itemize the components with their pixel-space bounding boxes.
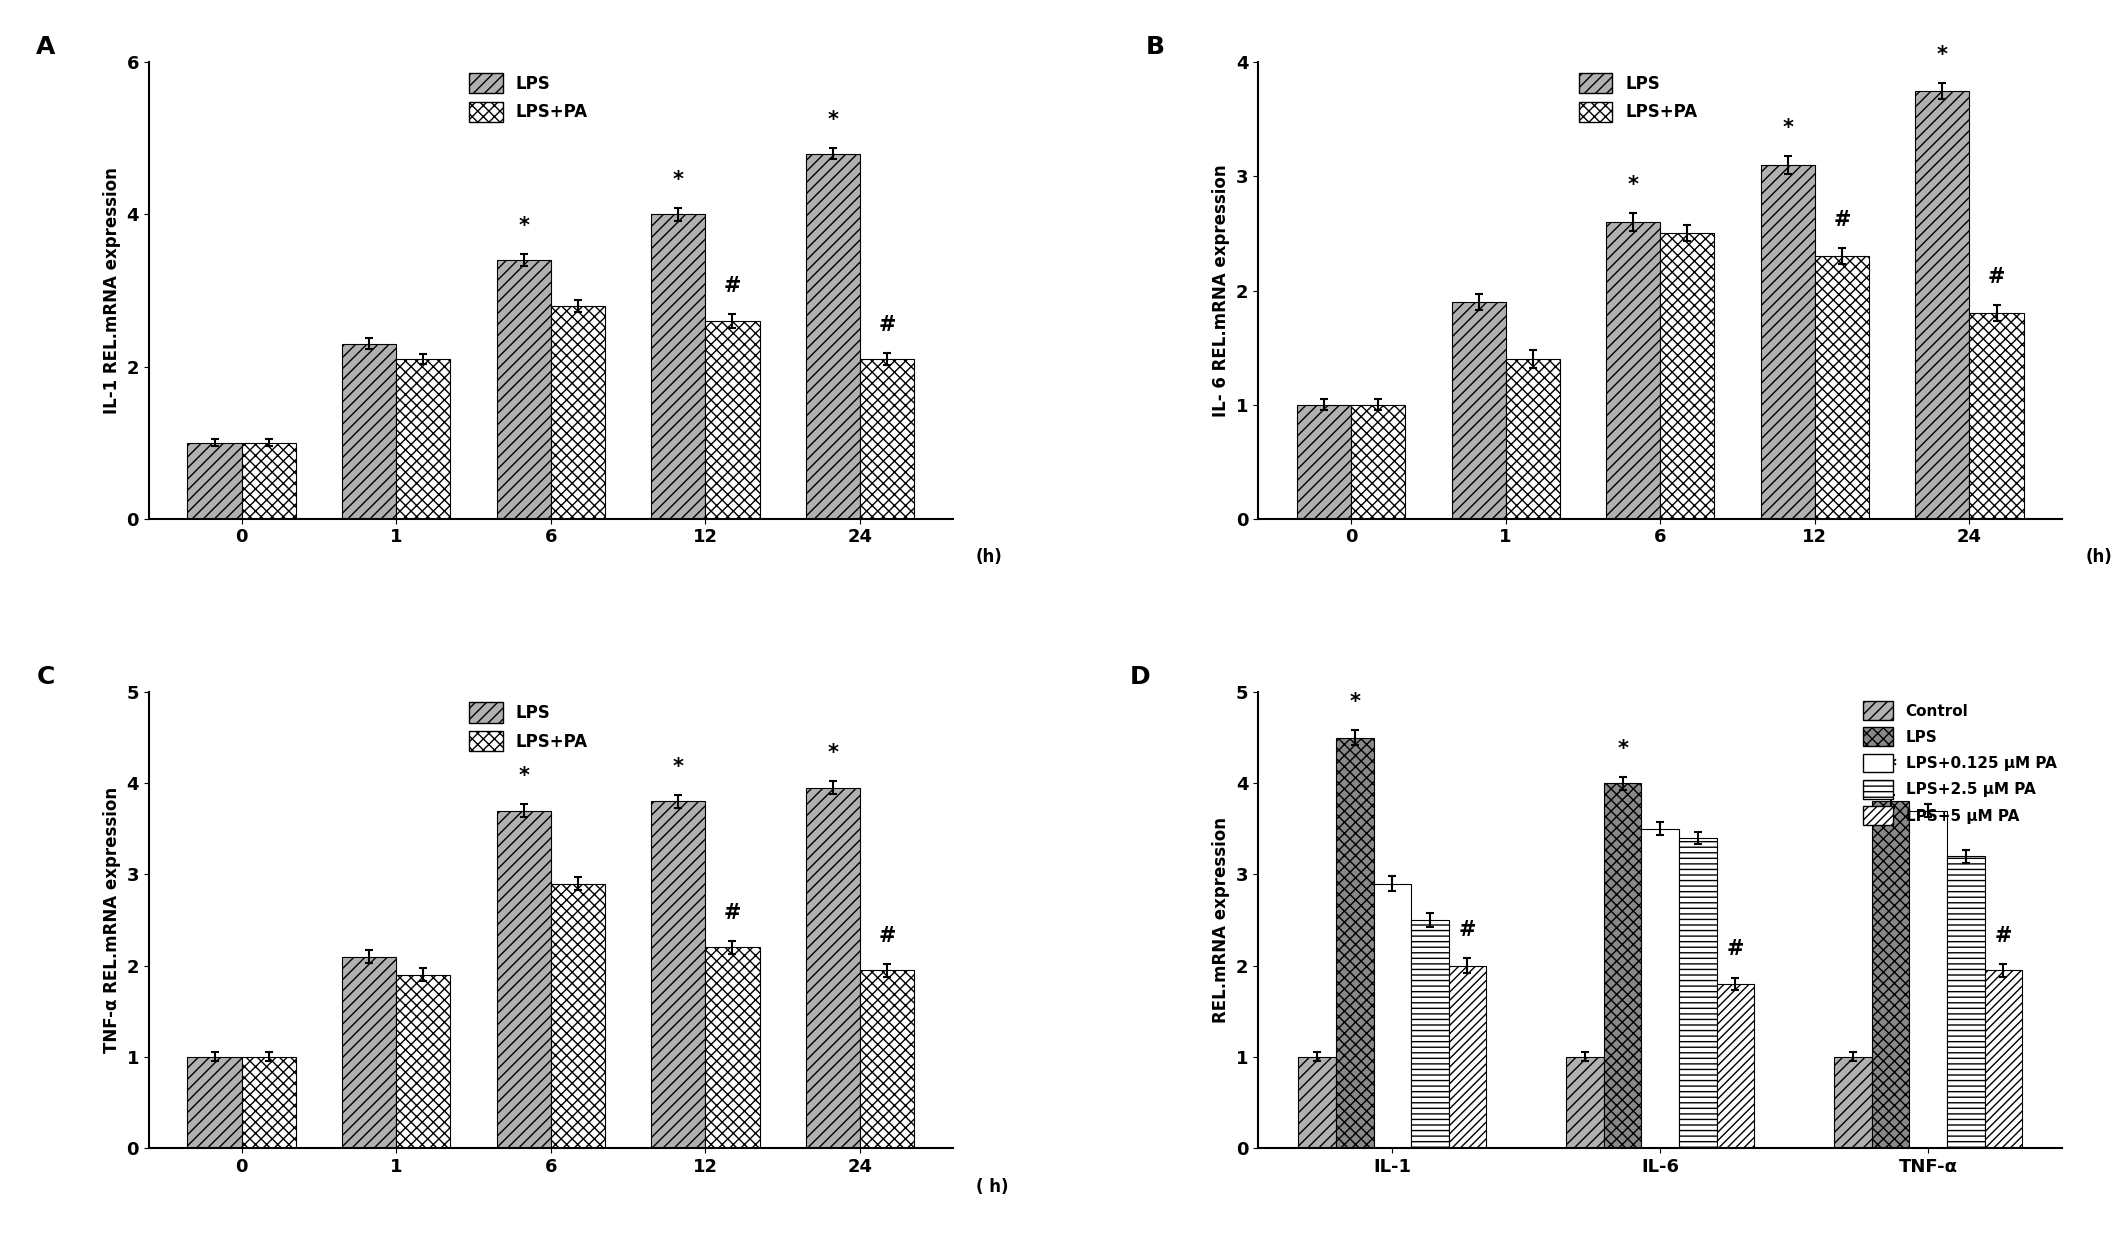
Text: #: #	[723, 276, 742, 296]
Text: #: #	[878, 926, 895, 946]
Text: *: *	[1618, 739, 1629, 759]
Bar	[551, 884, 606, 1148]
Bar	[1603, 784, 1641, 1148]
Bar	[1299, 1057, 1335, 1148]
Text: ( h): ( h)	[976, 1178, 1008, 1196]
Text: #: #	[1988, 267, 2005, 287]
Text: (h): (h)	[976, 548, 1003, 567]
Text: *: *	[672, 756, 685, 776]
Text: *: *	[827, 743, 838, 763]
Bar	[1505, 359, 1560, 519]
Text: *: *	[1629, 175, 1639, 195]
Y-axis label: TNF-α REL.mRNA expression: TNF-α REL.mRNA expression	[102, 787, 121, 1053]
Bar	[497, 810, 551, 1148]
Text: #: #	[723, 902, 742, 922]
Bar	[861, 359, 914, 519]
Text: C: C	[36, 665, 55, 689]
Bar	[1716, 983, 1754, 1148]
Bar	[1835, 1057, 1873, 1148]
Bar	[1605, 222, 1660, 519]
Text: (h): (h)	[2086, 548, 2111, 567]
Bar	[1816, 256, 1869, 519]
Bar	[187, 1057, 242, 1148]
Text: #: #	[1726, 940, 1743, 960]
Bar	[1947, 856, 1984, 1148]
Text: *: *	[519, 216, 529, 236]
Bar	[395, 359, 451, 519]
Text: *: *	[1886, 756, 1896, 776]
Bar	[1335, 738, 1373, 1148]
Legend: LPS, LPS+PA: LPS, LPS+PA	[463, 695, 595, 758]
Bar	[1448, 966, 1486, 1148]
Bar	[651, 215, 706, 519]
Text: #: #	[1458, 920, 1475, 940]
Text: *: *	[519, 766, 529, 786]
Text: A: A	[36, 35, 55, 59]
Bar	[1412, 920, 1448, 1148]
Text: *: *	[827, 110, 838, 130]
Text: D: D	[1129, 665, 1150, 689]
Bar	[395, 975, 451, 1148]
Text: *: *	[1350, 693, 1361, 713]
Legend: LPS, LPS+PA: LPS, LPS+PA	[1571, 66, 1705, 129]
Y-axis label: REL.mRNA expression: REL.mRNA expression	[1212, 817, 1231, 1023]
Text: *: *	[1937, 45, 1947, 65]
Y-axis label: IL- 6 REL.mRNA expression: IL- 6 REL.mRNA expression	[1212, 165, 1231, 417]
Bar	[1297, 404, 1350, 519]
Bar	[1916, 91, 1969, 519]
Bar	[1452, 302, 1505, 519]
Bar	[1350, 404, 1405, 519]
Bar	[242, 1057, 296, 1148]
Bar	[806, 787, 861, 1148]
Bar	[551, 306, 606, 519]
Text: B: B	[1146, 35, 1165, 59]
Legend: LPS, LPS+PA: LPS, LPS+PA	[463, 66, 595, 129]
Bar	[1680, 837, 1716, 1148]
Bar	[1984, 970, 2022, 1148]
Bar	[706, 321, 759, 519]
Bar	[706, 947, 759, 1148]
Bar	[1909, 810, 1947, 1148]
Bar	[1660, 233, 1714, 519]
Text: *: *	[672, 170, 685, 190]
Bar	[242, 443, 296, 519]
Bar	[342, 956, 395, 1148]
Bar	[497, 260, 551, 519]
Bar	[1373, 884, 1412, 1148]
Text: #: #	[1994, 926, 2011, 946]
Bar	[1641, 829, 1680, 1148]
Bar	[1760, 165, 1816, 519]
Bar	[1969, 313, 2024, 519]
Bar	[187, 443, 242, 519]
Bar	[806, 154, 861, 519]
Text: #: #	[1833, 210, 1850, 230]
Bar	[1567, 1057, 1603, 1148]
Y-axis label: IL-1 REL.mRNA expression: IL-1 REL.mRNA expression	[102, 167, 121, 414]
Bar	[1873, 801, 1909, 1148]
Text: *: *	[1782, 117, 1794, 137]
Text: #: #	[878, 314, 895, 334]
Legend: Control, LPS, LPS+0.125 μM PA, LPS+2.5 μM PA, LPS+5 μM PA: Control, LPS, LPS+0.125 μM PA, LPS+2.5 μ…	[1856, 695, 2062, 831]
Bar	[651, 801, 706, 1148]
Bar	[861, 970, 914, 1148]
Bar	[342, 343, 395, 519]
